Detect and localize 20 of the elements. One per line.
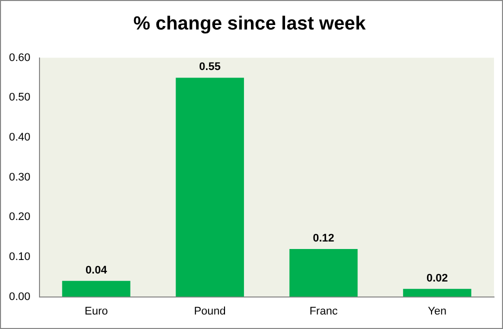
data-label: 0.55 bbox=[199, 61, 221, 74]
bar bbox=[176, 78, 244, 297]
y-tick-label: 0.20 bbox=[8, 211, 30, 224]
x-tick-label: Euro bbox=[84, 305, 108, 318]
x-tick-label: Pound bbox=[194, 305, 226, 318]
x-tick-label: Franc bbox=[309, 305, 338, 318]
bar bbox=[403, 288, 472, 297]
data-label: 0.02 bbox=[426, 272, 448, 284]
data-label: 0.12 bbox=[312, 232, 334, 245]
y-tick-label: 0.60 bbox=[8, 52, 30, 64]
y-tick-label: 0.50 bbox=[8, 92, 30, 104]
bar bbox=[289, 249, 358, 297]
data-label: 0.04 bbox=[86, 264, 108, 276]
chart-title: % change since last week bbox=[133, 14, 366, 35]
x-tick-label: Yen bbox=[428, 305, 446, 318]
y-tick-label: 0.10 bbox=[8, 251, 30, 263]
y-tick-label: 0.00 bbox=[8, 290, 30, 303]
y-tick-label: 0.30 bbox=[8, 171, 30, 184]
bar bbox=[62, 280, 130, 297]
y-tick-label: 0.40 bbox=[8, 132, 30, 144]
